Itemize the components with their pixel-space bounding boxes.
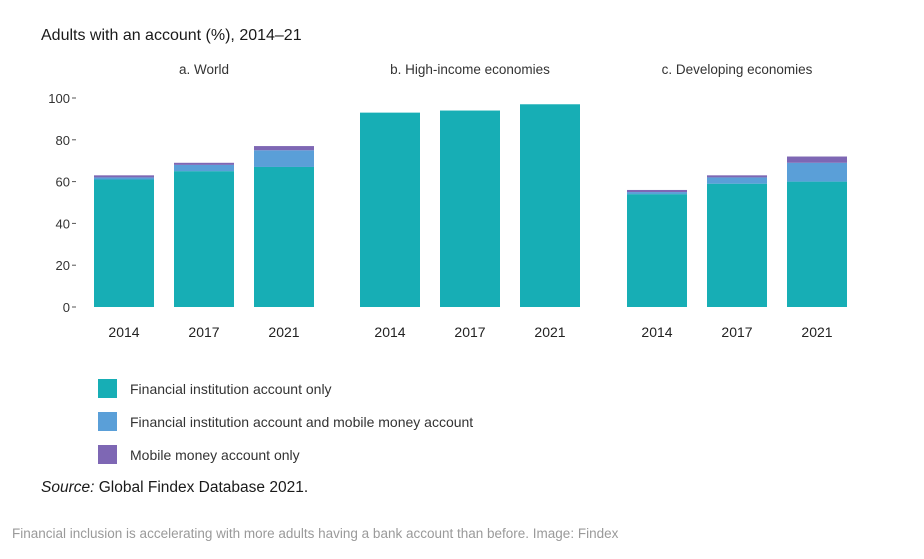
bar-segment-fi-only	[254, 166, 314, 307]
source-label: Source:	[41, 479, 95, 496]
legend-item-fi-only: Financial institution account only	[98, 372, 473, 405]
bar-segment-mobile-only	[174, 162, 234, 165]
legend-swatch-fi-only	[98, 379, 117, 398]
bar-segment-fi-only	[360, 112, 420, 307]
x-tick-label: 2021	[801, 324, 832, 340]
bar-segment-fi-only	[94, 179, 154, 307]
bar-segment-mobile-only	[254, 146, 314, 151]
y-tick-label: 0	[63, 300, 70, 315]
x-tick-label: 2014	[108, 324, 139, 340]
bar-segment-mobile-only	[94, 175, 154, 178]
source-note: Source: Global Findex Database 2021.	[41, 479, 308, 497]
bar-segment-fi-and-mobile	[787, 162, 847, 182]
x-tick-label: 2021	[268, 324, 299, 340]
bar-segment-fi-and-mobile	[94, 177, 154, 180]
bar-segment-fi-and-mobile	[174, 164, 234, 172]
x-tick-label: 2017	[721, 324, 752, 340]
panel-title: a. World	[179, 62, 229, 77]
y-tick-label: 100	[48, 91, 70, 106]
bar-segment-mobile-only	[707, 175, 767, 178]
stacked-bar-chart: 0 20 40 60 80 100 a. World 2014 2017 2021 b. High-…	[48, 62, 847, 340]
bar-segment-fi-and-mobile	[627, 192, 687, 195]
y-tick-label: 40	[56, 216, 70, 231]
legend-swatch-fi-and-mobile	[98, 412, 117, 431]
legend: Financial institution account only Finan…	[98, 372, 473, 471]
bar-segment-fi-only	[174, 171, 234, 307]
legend-label-mobile-only: Mobile money account only	[130, 446, 300, 463]
bar-segment-mobile-only	[787, 156, 847, 163]
y-tick-label: 60	[56, 175, 70, 190]
bar-segment-fi-only	[520, 104, 580, 308]
legend-item-fi-and-mobile: Financial institution account and mobile…	[98, 405, 473, 438]
x-tick-label: 2017	[188, 324, 219, 340]
y-tick-label: 80	[56, 133, 70, 148]
x-tick-label: 2017	[454, 324, 485, 340]
y-tick-label: 20	[56, 258, 70, 273]
bar-segment-fi-only	[440, 110, 500, 307]
legend-swatch-mobile-only	[98, 445, 117, 464]
x-tick-label: 2021	[534, 324, 565, 340]
bar-segment-fi-only	[707, 183, 767, 307]
source-text: Global Findex Database 2021.	[98, 479, 309, 496]
figure-title: Adults with an account (%), 2014–21	[41, 27, 302, 44]
x-tick-label: 2014	[641, 324, 672, 340]
bar-segment-fi-only	[787, 181, 847, 307]
panel-title: c. Developing economies	[662, 62, 813, 77]
panel-title: b. High-income economies	[390, 62, 550, 77]
bar-segment-fi-only	[627, 194, 687, 307]
x-tick-label: 2014	[374, 324, 405, 340]
legend-label-fi-only: Financial institution account only	[130, 380, 332, 397]
bar-segment-fi-and-mobile	[707, 177, 767, 184]
bar-segment-mobile-only	[627, 189, 687, 193]
legend-item-mobile-only: Mobile money account only	[98, 438, 473, 471]
bar-segment-fi-and-mobile	[254, 150, 314, 167]
legend-label-fi-and-mobile: Financial institution account and mobile…	[130, 413, 474, 430]
image-caption: Financial inclusion is accelerating with…	[12, 526, 619, 541]
